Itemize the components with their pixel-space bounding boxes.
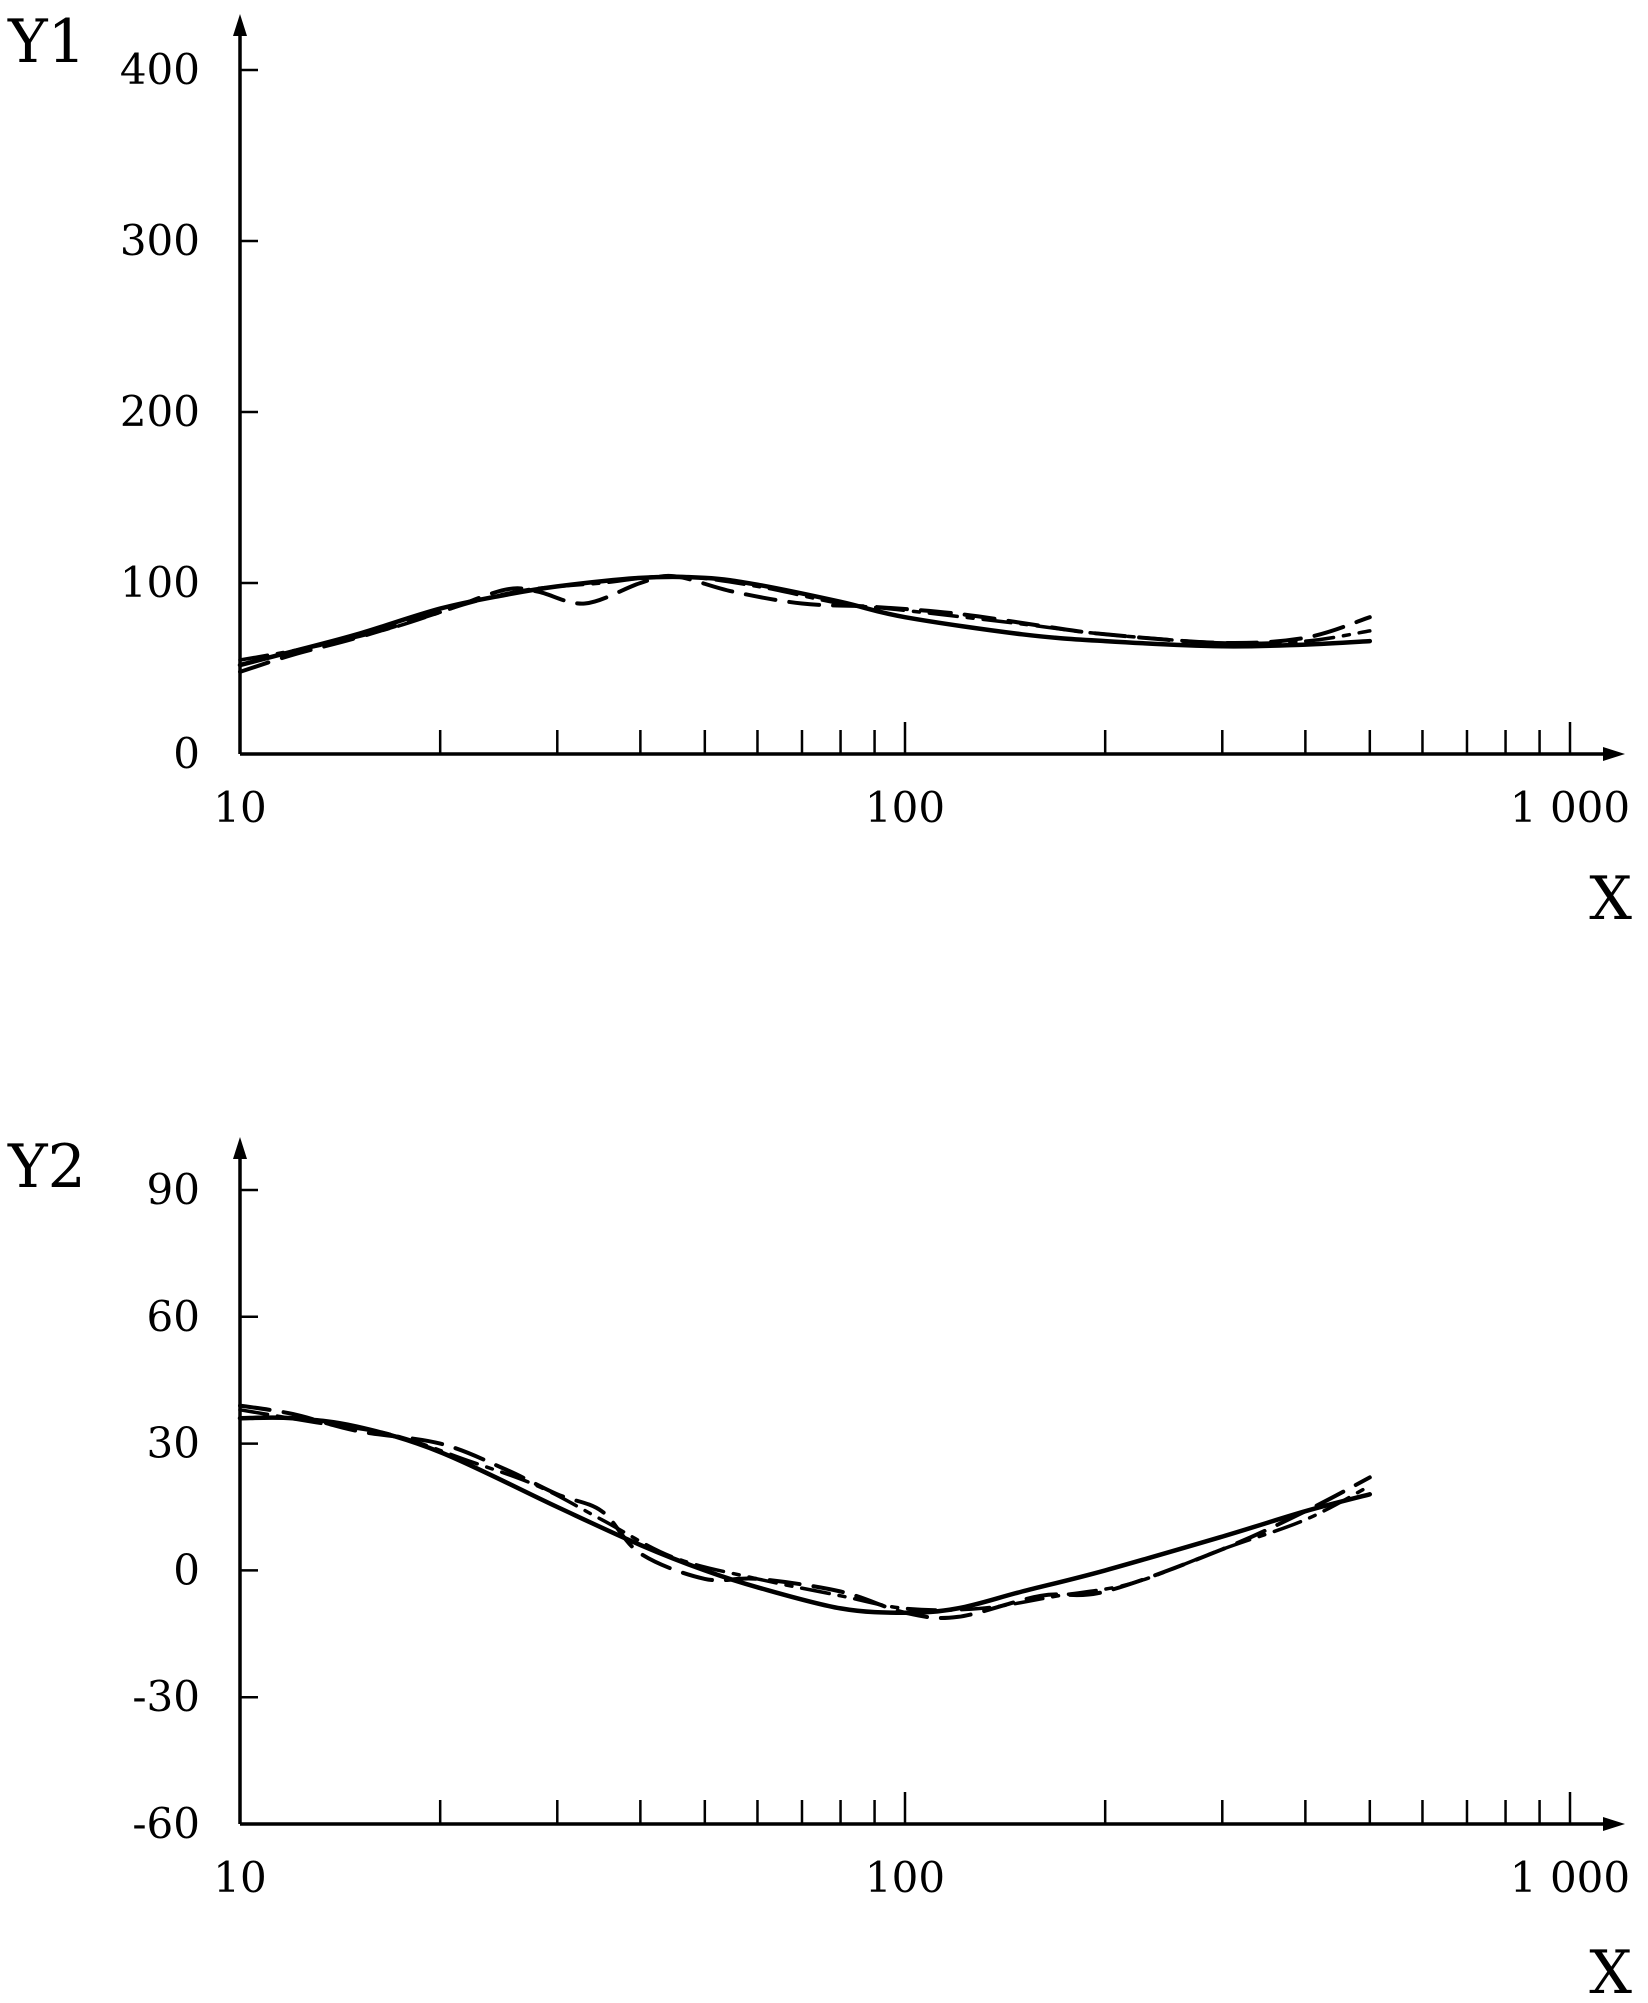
x-tick-label: 100 bbox=[865, 783, 945, 832]
y-tick-label: -30 bbox=[132, 1672, 200, 1721]
x-axis-title: X bbox=[1589, 864, 1632, 934]
x-tick-label: 1 000 bbox=[1510, 783, 1630, 832]
x-axis-title: X bbox=[1589, 1938, 1632, 2003]
y-tick-label: 0 bbox=[173, 729, 200, 778]
x-axis-arrow-icon bbox=[1603, 747, 1625, 761]
x-tick-label: 10 bbox=[213, 1853, 266, 1902]
series-line-solid bbox=[237, 574, 1373, 668]
y-tick-label: 200 bbox=[120, 387, 200, 436]
y-tick-label: 30 bbox=[147, 1419, 200, 1468]
chart-y1: Y1 X 0 100 200 300 400 10 100 1 000 bbox=[7, 7, 1632, 934]
x-tick-label: 1 000 bbox=[1510, 1853, 1630, 1902]
y-tick-label: 300 bbox=[120, 216, 200, 265]
x-tick-label: 100 bbox=[865, 1853, 945, 1902]
series-line-dash-dot bbox=[238, 1408, 1372, 1612]
y-tick-label: 100 bbox=[120, 558, 200, 607]
series-line-dash-dot bbox=[238, 574, 1372, 662]
y-tick-label: 90 bbox=[147, 1165, 200, 1214]
series-line-long-dash bbox=[238, 1403, 1372, 1621]
series-line-solid bbox=[237, 1415, 1373, 1615]
y-tick-label: -60 bbox=[132, 1799, 200, 1848]
y-axis-arrow-icon bbox=[233, 1137, 247, 1159]
y-axis-title: Y1 bbox=[7, 7, 86, 77]
y-tick-label: 0 bbox=[173, 1545, 200, 1594]
y-tick-label: 400 bbox=[120, 45, 200, 94]
x-tick-label: 10 bbox=[213, 783, 266, 832]
y-axis-arrow-icon bbox=[233, 14, 247, 36]
y-axis-title: Y2 bbox=[7, 1132, 86, 1202]
y-tick-label: 60 bbox=[147, 1292, 200, 1341]
chart-y2: Y2 X -60 -30 0 30 60 90 10 100 1 000 bbox=[7, 1132, 1632, 2003]
x-axis-arrow-icon bbox=[1603, 1817, 1625, 1831]
